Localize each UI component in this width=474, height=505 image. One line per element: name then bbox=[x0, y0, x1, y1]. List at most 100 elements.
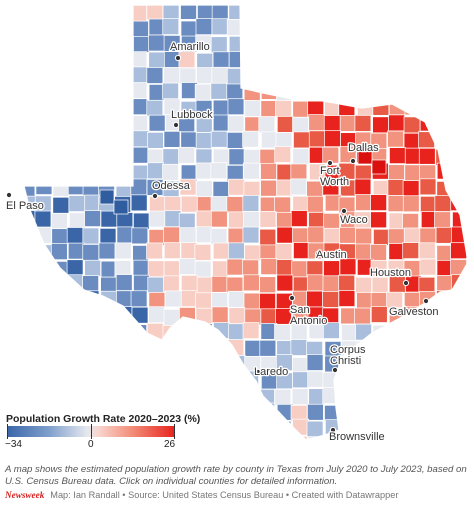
county[interactable] bbox=[276, 212, 293, 229]
county[interactable] bbox=[82, 340, 100, 358]
county[interactable] bbox=[418, 147, 436, 165]
county[interactable] bbox=[242, 322, 260, 339]
county[interactable] bbox=[98, 132, 115, 150]
county[interactable] bbox=[371, 403, 389, 421]
county[interactable] bbox=[196, 339, 213, 356]
county[interactable] bbox=[419, 355, 437, 373]
county[interactable] bbox=[274, 19, 292, 37]
county[interactable] bbox=[20, 67, 37, 84]
county[interactable] bbox=[355, 276, 373, 294]
county[interactable] bbox=[387, 195, 405, 212]
county[interactable] bbox=[339, 226, 356, 244]
county[interactable] bbox=[418, 436, 435, 450]
county[interactable] bbox=[244, 435, 262, 450]
county[interactable] bbox=[421, 5, 438, 22]
county[interactable] bbox=[100, 164, 118, 182]
county[interactable] bbox=[180, 164, 198, 182]
county[interactable] bbox=[434, 388, 452, 406]
county[interactable] bbox=[115, 131, 133, 148]
county[interactable] bbox=[452, 36, 469, 54]
county[interactable] bbox=[436, 306, 453, 324]
county[interactable] bbox=[354, 35, 372, 53]
county[interactable] bbox=[259, 53, 276, 70]
county[interactable] bbox=[227, 115, 245, 133]
county[interactable] bbox=[19, 210, 36, 228]
county[interactable] bbox=[148, 51, 166, 69]
county[interactable] bbox=[404, 370, 421, 388]
county[interactable] bbox=[292, 100, 310, 118]
county[interactable] bbox=[242, 130, 259, 148]
county[interactable] bbox=[194, 434, 212, 450]
county[interactable] bbox=[275, 4, 293, 21]
county[interactable] bbox=[19, 324, 35, 341]
county[interactable] bbox=[355, 227, 373, 245]
county[interactable] bbox=[370, 194, 387, 211]
county[interactable] bbox=[323, 213, 340, 230]
county[interactable] bbox=[466, 100, 474, 118]
county[interactable] bbox=[114, 20, 132, 37]
county[interactable] bbox=[452, 146, 469, 163]
county[interactable] bbox=[469, 292, 474, 308]
county[interactable] bbox=[165, 387, 182, 405]
county[interactable] bbox=[147, 339, 165, 356]
county[interactable] bbox=[228, 323, 245, 341]
county[interactable] bbox=[436, 4, 454, 21]
county[interactable] bbox=[243, 180, 261, 198]
county[interactable] bbox=[259, 276, 276, 294]
county[interactable] bbox=[163, 242, 181, 259]
county[interactable] bbox=[68, 195, 86, 212]
county[interactable] bbox=[162, 163, 179, 181]
county[interactable] bbox=[418, 339, 436, 357]
county[interactable] bbox=[164, 338, 182, 356]
county[interactable] bbox=[162, 148, 180, 166]
county[interactable] bbox=[357, 149, 373, 165]
county[interactable] bbox=[467, 19, 474, 37]
county[interactable] bbox=[259, 211, 277, 228]
county[interactable] bbox=[452, 324, 469, 341]
county[interactable] bbox=[419, 258, 437, 276]
county[interactable] bbox=[100, 18, 118, 36]
county[interactable] bbox=[388, 420, 406, 437]
county[interactable] bbox=[227, 371, 245, 389]
county[interactable] bbox=[243, 68, 261, 86]
county[interactable] bbox=[402, 355, 420, 373]
county[interactable] bbox=[84, 147, 102, 165]
county[interactable] bbox=[242, 50, 260, 68]
county[interactable] bbox=[50, 388, 68, 405]
county[interactable] bbox=[226, 276, 244, 294]
county[interactable] bbox=[307, 50, 324, 68]
county[interactable] bbox=[467, 210, 474, 228]
county[interactable] bbox=[372, 116, 389, 134]
county[interactable] bbox=[212, 339, 230, 357]
county[interactable] bbox=[436, 371, 453, 389]
county[interactable] bbox=[132, 259, 150, 277]
county[interactable] bbox=[66, 164, 84, 182]
county[interactable] bbox=[469, 85, 474, 101]
county[interactable] bbox=[116, 212, 134, 229]
county[interactable] bbox=[101, 51, 118, 69]
county[interactable] bbox=[66, 435, 84, 450]
county[interactable] bbox=[82, 98, 100, 116]
county[interactable] bbox=[451, 21, 468, 38]
county[interactable] bbox=[308, 83, 326, 101]
county[interactable] bbox=[274, 323, 291, 341]
county[interactable] bbox=[450, 338, 468, 355]
county[interactable] bbox=[51, 228, 69, 246]
county[interactable] bbox=[338, 290, 356, 307]
county[interactable] bbox=[34, 4, 52, 21]
county[interactable] bbox=[98, 148, 116, 166]
county[interactable] bbox=[339, 18, 356, 36]
county[interactable] bbox=[242, 195, 260, 212]
county[interactable] bbox=[194, 372, 212, 390]
county[interactable] bbox=[290, 20, 307, 38]
county[interactable] bbox=[50, 291, 67, 308]
county[interactable] bbox=[402, 213, 419, 230]
county[interactable] bbox=[435, 116, 452, 133]
county[interactable] bbox=[67, 290, 84, 308]
county[interactable] bbox=[293, 242, 310, 259]
county[interactable] bbox=[84, 165, 102, 182]
county[interactable] bbox=[388, 68, 405, 86]
county[interactable] bbox=[404, 53, 421, 70]
county[interactable] bbox=[434, 436, 452, 450]
county[interactable] bbox=[242, 402, 260, 420]
